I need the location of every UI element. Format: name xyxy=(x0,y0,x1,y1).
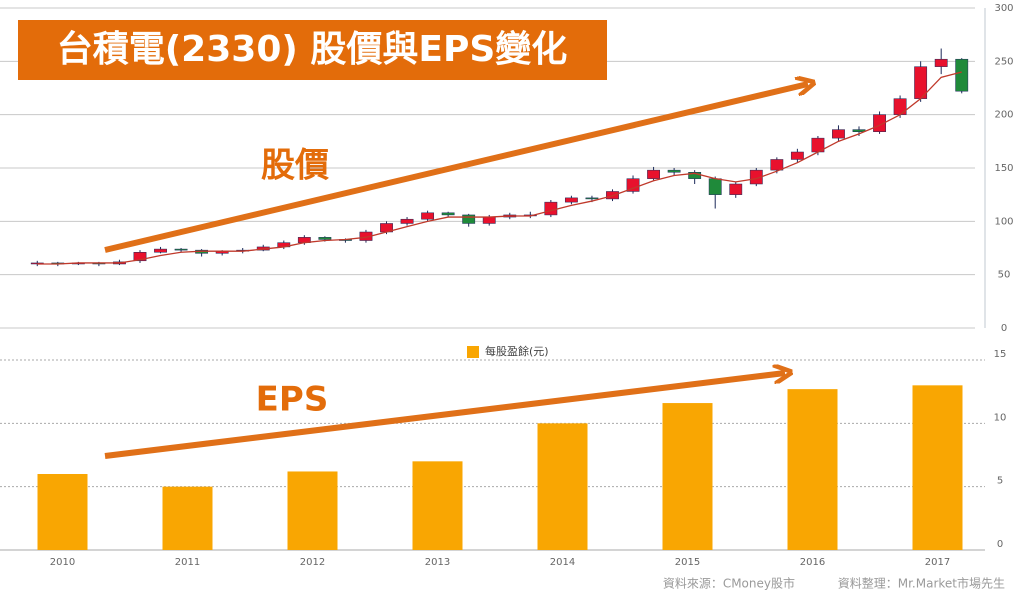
title-box xyxy=(18,20,607,80)
trend-arrow xyxy=(104,373,785,459)
x-tick-label: 2014 xyxy=(550,557,575,568)
candle-body xyxy=(154,248,167,253)
candle-body xyxy=(934,58,948,67)
bar xyxy=(412,461,463,550)
candle-body xyxy=(482,216,496,224)
x-tick-label: 2011 xyxy=(175,557,200,568)
candle-body xyxy=(770,159,784,171)
bar xyxy=(162,486,213,550)
candle-body xyxy=(708,178,722,195)
y-tick-label: 0 xyxy=(997,539,1003,550)
candle-body xyxy=(790,151,804,160)
x-tick-label: 2016 xyxy=(800,557,825,568)
candle-body xyxy=(585,197,599,200)
candle-body xyxy=(544,201,558,216)
x-tick-label: 2017 xyxy=(925,557,950,568)
candle-body xyxy=(441,212,455,216)
y-tick-label: 300 xyxy=(994,3,1013,14)
candle-body xyxy=(626,178,640,192)
candle-body xyxy=(832,129,845,139)
source-note: 資料整理：Mr.Market市場先生 xyxy=(838,576,1005,591)
candle-body xyxy=(462,214,476,224)
y-tick-label: 0 xyxy=(1001,323,1007,334)
candle-body xyxy=(318,237,332,240)
legend-swatch xyxy=(467,346,479,358)
y-tick-label: 10 xyxy=(994,412,1007,423)
y-tick-label: 250 xyxy=(994,56,1013,67)
candle-body xyxy=(647,169,660,179)
y-tick-label: 15 xyxy=(994,349,1007,360)
bar xyxy=(537,423,588,550)
candle-body xyxy=(873,114,886,132)
moving-average xyxy=(37,71,962,265)
trend-arrow xyxy=(104,84,808,253)
bar xyxy=(662,403,713,550)
source-note: 資料來源：CMoney股市 xyxy=(663,576,795,591)
x-tick-label: 2013 xyxy=(425,557,450,568)
annotation: EPS xyxy=(256,380,329,420)
y-tick-label: 50 xyxy=(998,270,1011,281)
y-tick-label: 5 xyxy=(997,476,1003,487)
bar xyxy=(787,389,838,550)
candle-body xyxy=(133,252,147,262)
y-tick-label: 200 xyxy=(994,110,1013,121)
y-tick-label: 150 xyxy=(994,163,1013,174)
candle-body xyxy=(174,248,188,251)
legend-label: 每股盈餘(元) xyxy=(485,344,549,358)
chart-title: 台積電(2330) 股價與EPS變化 xyxy=(57,29,568,70)
candle-body xyxy=(893,98,907,115)
candle-body xyxy=(667,169,681,173)
x-tick-label: 2010 xyxy=(50,557,75,568)
candle-body xyxy=(729,183,743,195)
y-tick-label: 100 xyxy=(994,216,1013,227)
candle-body xyxy=(400,218,414,224)
bar xyxy=(37,474,88,550)
candle-body xyxy=(955,58,969,92)
bar xyxy=(912,385,963,550)
x-tick-label: 2012 xyxy=(300,557,325,568)
x-tick-label: 2015 xyxy=(675,557,700,568)
annotation: 股價 xyxy=(261,146,329,186)
bar xyxy=(287,471,338,550)
candle-body xyxy=(564,197,578,203)
candle-body xyxy=(421,212,435,220)
